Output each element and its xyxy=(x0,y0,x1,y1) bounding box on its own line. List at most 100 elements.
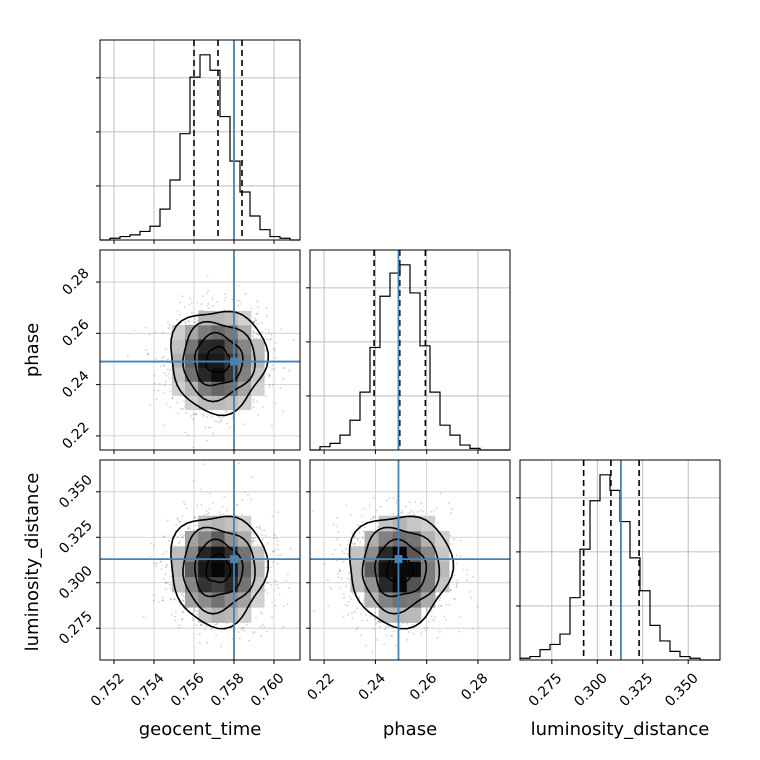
sample-point xyxy=(215,301,218,304)
x-tick-label-geocent_time: 0.752 xyxy=(88,670,128,710)
sample-point xyxy=(256,300,259,303)
sample-point xyxy=(283,605,285,608)
density-cell xyxy=(378,576,394,593)
sample-point xyxy=(253,331,256,334)
sample-point xyxy=(277,554,280,557)
sample-point xyxy=(336,525,339,528)
sample-point xyxy=(257,544,259,546)
sample-point xyxy=(231,298,234,300)
sample-point xyxy=(274,604,277,607)
sample-point xyxy=(268,375,271,378)
sample-point xyxy=(149,404,151,406)
sample-point xyxy=(350,598,353,601)
sample-point xyxy=(237,304,240,307)
sample-point xyxy=(351,542,354,545)
sample-point xyxy=(259,528,262,530)
sample-point xyxy=(356,626,359,629)
sample-point xyxy=(274,356,277,359)
sample-point xyxy=(256,337,258,340)
density-cell xyxy=(364,530,379,547)
sample-point xyxy=(419,509,422,512)
sample-point xyxy=(255,332,258,335)
sample-point xyxy=(270,583,272,586)
sample-point xyxy=(265,307,268,310)
sample-point xyxy=(439,605,442,608)
sample-point xyxy=(222,513,225,515)
sample-point xyxy=(251,541,254,544)
sample-point xyxy=(262,623,264,626)
sample-point xyxy=(182,599,184,602)
sample-point xyxy=(182,500,185,503)
sample-point xyxy=(263,529,266,532)
sample-point xyxy=(343,552,346,555)
sample-point xyxy=(374,611,376,614)
sample-point xyxy=(212,432,215,435)
sample-point xyxy=(430,610,433,612)
sample-point xyxy=(190,662,192,664)
density-cell xyxy=(198,395,212,411)
sample-point xyxy=(274,534,276,537)
sample-point xyxy=(238,299,241,302)
sample-point xyxy=(255,319,258,322)
sample-point xyxy=(376,526,379,528)
sample-point xyxy=(169,587,172,590)
sample-point xyxy=(254,319,257,322)
sample-point xyxy=(215,634,218,637)
sample-point xyxy=(241,498,244,501)
sample-point xyxy=(156,562,158,565)
density-cell xyxy=(392,607,408,623)
sample-point xyxy=(153,593,156,596)
sample-point xyxy=(126,355,129,358)
contour-level-4 xyxy=(170,515,269,630)
sample-point xyxy=(267,582,270,584)
density-cell xyxy=(185,576,199,593)
sample-point xyxy=(439,597,442,600)
sample-point xyxy=(195,412,198,415)
sample-point xyxy=(468,590,471,593)
sample-point xyxy=(206,416,208,419)
density-panel-geocent_time-vs-phase xyxy=(99,249,301,451)
sample-point xyxy=(425,608,428,610)
sample-point xyxy=(200,504,203,507)
sample-point xyxy=(162,424,165,427)
sample-point xyxy=(279,386,282,389)
sample-point xyxy=(448,502,450,504)
sample-point xyxy=(356,524,359,527)
sample-point xyxy=(206,439,208,442)
sample-point xyxy=(274,402,277,405)
sample-point xyxy=(167,327,170,330)
sample-point xyxy=(292,338,295,341)
sample-point xyxy=(187,527,189,530)
sample-point xyxy=(194,524,197,527)
sample-point xyxy=(194,317,196,320)
sample-point xyxy=(220,420,223,423)
hist-frame-geocent_time xyxy=(99,39,301,241)
density-cell xyxy=(198,561,212,578)
sample-point xyxy=(408,511,411,514)
sample-point xyxy=(335,538,338,541)
sample-point xyxy=(165,403,168,406)
sample-point xyxy=(191,617,194,620)
sample-point xyxy=(414,501,417,503)
truth-marker xyxy=(230,555,238,564)
density-cell xyxy=(406,576,422,593)
sample-point xyxy=(180,408,182,411)
density-cell xyxy=(211,515,225,532)
sample-point xyxy=(175,524,178,526)
density-cell xyxy=(198,576,212,593)
contour-level-1 xyxy=(386,553,414,584)
sample-point xyxy=(214,624,216,626)
sample-point xyxy=(271,364,274,367)
density-cell xyxy=(364,546,379,562)
sample-point xyxy=(256,400,259,403)
sample-point xyxy=(434,616,437,619)
sample-point xyxy=(283,367,285,370)
sample-point xyxy=(395,501,398,504)
density-cell xyxy=(171,353,186,368)
sample-point xyxy=(277,548,280,551)
sample-point xyxy=(251,539,253,542)
sample-point xyxy=(271,383,274,386)
sample-point xyxy=(238,412,241,415)
sample-point xyxy=(217,415,220,418)
sample-point xyxy=(231,416,234,419)
